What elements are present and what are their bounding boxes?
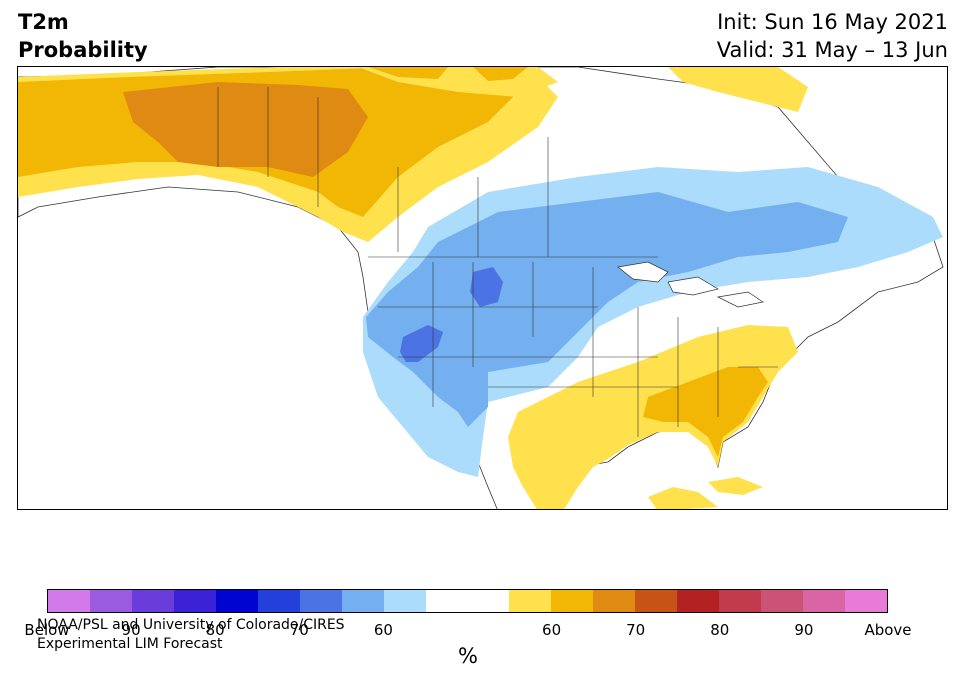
title-variable: T2m [18,10,69,34]
colorbar-swatch [299,590,342,612]
colorbar-swatch [215,590,258,612]
credit-line-2: Experimental LIM Forecast [37,636,223,652]
credit-line-1: NOAA/PSL and University of Colorado/CIRE… [37,617,345,633]
colorbar-tick-labels: Below 90 80 70 60 60 70 80 90 Above [24,621,911,641]
colorbar-swatch [89,590,132,612]
colorbar-swatch [635,590,678,612]
colorbar-swatch [677,590,720,612]
probability-colorbar [47,589,888,613]
colorbar-swatch [593,590,636,612]
colorbar-tick-label: 70 [626,621,646,639]
colorbar-swatch [467,590,510,612]
colorbar-tick-label: 90 [121,621,141,639]
political-boundaries [217,87,778,437]
above-arctic-islands [358,67,808,112]
probability-map [18,67,947,509]
great-lakes [617,261,764,308]
colorbar-tick-label: 60 [373,621,393,639]
colorbar-tick-label: Below [24,621,70,639]
colorbar-swatch [509,590,552,612]
above-southeast-60 [643,367,768,457]
colorbar-tick-label: 80 [205,621,225,639]
init-date: Init: Sun 16 May 2021 [717,10,948,34]
colorbar-unit: % [458,644,478,668]
colorbar-swatch [845,590,888,612]
colorbar-swatch [48,590,90,612]
below-central-70-north [470,267,503,307]
colorbar-swatch [173,590,216,612]
colorbar-tick-label: 90 [794,621,814,639]
colorbar-swatch [719,590,762,612]
colorbar-swatch [257,590,300,612]
colorbar-tick-label: 60 [542,621,562,639]
colorbar-swatch [761,590,804,612]
colorbar-tick-label: Above [864,621,912,639]
forecast-dates: Init: Sun 16 May 2021 Valid: 31 May – 13… [717,8,948,64]
above-caribbean [648,477,763,509]
below-central-70-west [400,325,443,362]
colorbar-swatch [425,590,468,612]
below-central-60 [366,192,848,427]
colorbar-tick-label: 70 [289,621,309,639]
colorbar-swatch [383,590,426,612]
colorbar-swatch [803,590,846,612]
above-alaska-70 [123,82,368,177]
above-arctic-60 [368,67,528,81]
colorbar-swatch [551,590,594,612]
map-panel [17,66,948,510]
colorbar-tick-label: 80 [710,621,730,639]
map-title: T2m Probability [18,8,148,64]
colorbar-swatch [131,590,174,612]
valid-period: Valid: 31 May – 13 Jun [716,38,948,62]
credit-text: NOAA/PSL and University of Colorado/CIRE… [37,616,345,654]
colorbar-swatch [341,590,384,612]
title-quantity: Probability [18,38,148,62]
